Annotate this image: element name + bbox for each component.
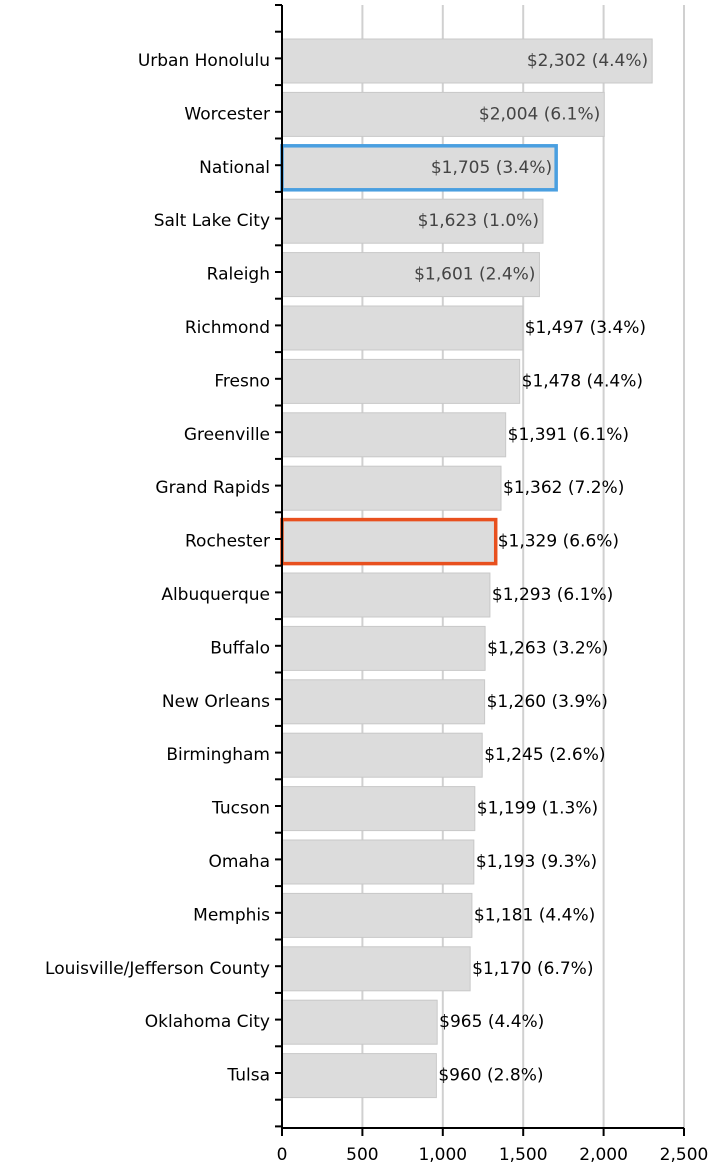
bar xyxy=(281,786,476,832)
category-label: New Orleans xyxy=(162,692,270,712)
value-label: $1,478 (4.4%) xyxy=(522,371,643,391)
value-label: $1,362 (7.2%) xyxy=(503,478,624,498)
x-tick-label: 500 xyxy=(346,1145,378,1165)
category-label: Salt Lake City xyxy=(154,211,270,231)
bar xyxy=(280,517,498,566)
category-label: Greenville xyxy=(184,425,270,445)
bar xyxy=(281,625,486,671)
category-label: Worcester xyxy=(184,104,270,124)
category-label: Albuquerque xyxy=(161,585,270,605)
bar xyxy=(281,732,483,778)
bar xyxy=(281,358,521,404)
value-label: $1,293 (6.1%) xyxy=(492,585,613,605)
value-label: $1,260 (3.9%) xyxy=(487,692,608,712)
category-label: Oklahoma City xyxy=(145,1012,270,1032)
value-label: $1,263 (3.2%) xyxy=(487,638,608,658)
bar xyxy=(281,572,491,618)
category-label: Raleigh xyxy=(207,265,270,285)
category-label: Urban Honolulu xyxy=(138,51,270,71)
value-label: $2,004 (6.1%) xyxy=(479,104,600,124)
bar xyxy=(281,465,502,511)
bar xyxy=(281,1053,437,1099)
category-label: Louisville/Jefferson County xyxy=(45,959,270,979)
value-label: $1,391 (6.1%) xyxy=(508,425,629,445)
value-label: $1,329 (6.6%) xyxy=(498,532,619,552)
bar xyxy=(281,679,486,725)
category-label: Fresno xyxy=(214,371,270,391)
category-label: Omaha xyxy=(208,852,270,872)
x-tick-label: 0 xyxy=(277,1145,288,1165)
bar xyxy=(281,839,475,885)
value-label: $1,245 (2.6%) xyxy=(484,745,605,765)
value-label: $960 (2.8%) xyxy=(438,1066,543,1086)
category-label: Richmond xyxy=(185,318,270,338)
x-tick-label: 1,500 xyxy=(499,1145,548,1165)
bar xyxy=(281,198,544,244)
bar xyxy=(281,38,653,84)
bar xyxy=(281,91,605,137)
value-label: $1,601 (2.4%) xyxy=(414,265,535,285)
value-label: $1,705 (3.4%) xyxy=(431,158,552,178)
value-label: $1,170 (6.7%) xyxy=(472,959,593,979)
value-label: $1,497 (3.4%) xyxy=(525,318,646,338)
x-tick-label: 2,500 xyxy=(660,1145,709,1165)
bar xyxy=(281,412,507,458)
category-label: Grand Rapids xyxy=(155,478,270,498)
bar xyxy=(281,252,540,298)
category-label: Tulsa xyxy=(226,1066,270,1086)
category-label: Buffalo xyxy=(210,638,270,658)
value-label: $1,199 (1.3%) xyxy=(477,799,598,819)
value-label: $2,302 (4.4%) xyxy=(527,51,648,71)
category-label: Tucson xyxy=(211,799,270,819)
category-label: Birmingham xyxy=(166,745,270,765)
x-tick-label: 1,000 xyxy=(418,1145,467,1165)
category-label: Rochester xyxy=(185,532,270,552)
value-label: $1,193 (9.3%) xyxy=(476,852,597,872)
category-label: Memphis xyxy=(193,905,270,925)
value-label: $1,623 (1.0%) xyxy=(418,211,539,231)
bar xyxy=(281,305,524,351)
value-label: $965 (4.4%) xyxy=(439,1012,544,1032)
value-label: $1,181 (4.4%) xyxy=(474,905,595,925)
bar xyxy=(281,946,471,992)
x-tick-label: 2,000 xyxy=(579,1145,628,1165)
bar xyxy=(281,892,473,938)
category-label: National xyxy=(199,158,270,178)
bar xyxy=(281,999,438,1045)
